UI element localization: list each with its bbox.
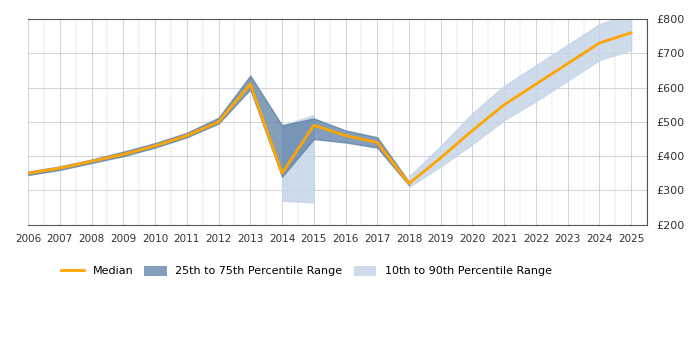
Legend: Median, 25th to 75th Percentile Range, 10th to 90th Percentile Range: Median, 25th to 75th Percentile Range, 1… — [57, 261, 557, 281]
